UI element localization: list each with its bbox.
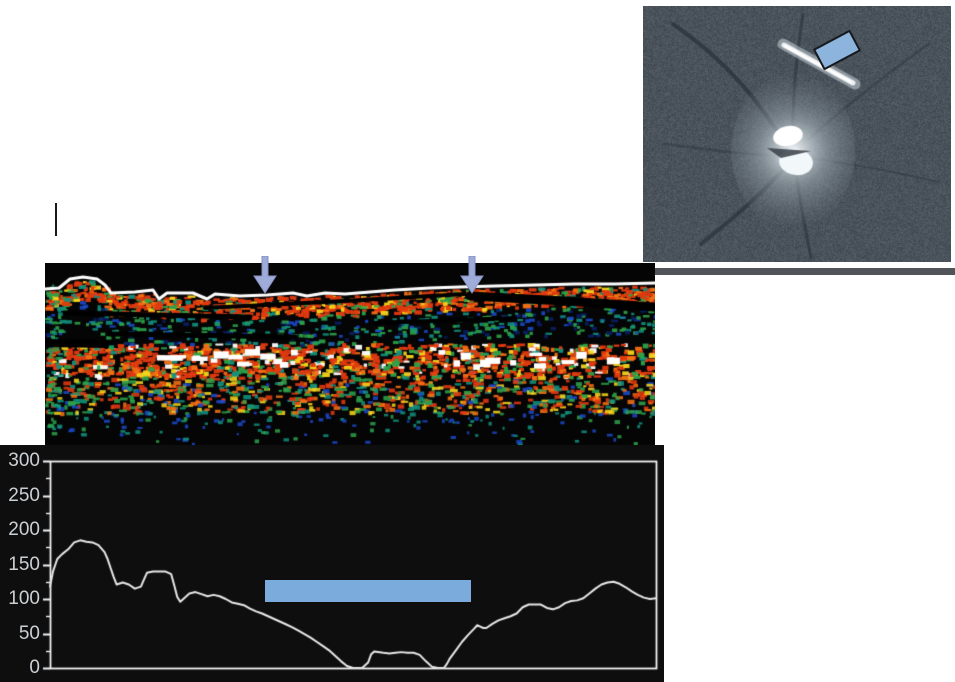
fundus-photo <box>643 6 951 262</box>
measurement-range-bar[interactable] <box>265 580 472 603</box>
down-arrow-icon <box>460 256 484 294</box>
y-axis-tick-label: 50 <box>18 622 40 644</box>
y-axis-tick-label: 250 <box>8 484 40 506</box>
y-axis-tick-label: 150 <box>8 553 40 575</box>
thickness-profile-plot: 300 250 200 150 100 50 0 <box>0 445 664 682</box>
thickness-plot-canvas <box>0 445 664 682</box>
y-axis-tick-label: 0 <box>29 657 40 678</box>
y-axis-tick-label: 200 <box>8 519 40 540</box>
down-arrow-icon <box>253 256 277 294</box>
y-axis-tick-label: 100 <box>8 588 40 609</box>
oct-bscan-canvas <box>45 263 655 445</box>
fundus-photo-canvas <box>643 6 951 262</box>
y-axis-tick-label: 300 <box>8 450 40 471</box>
vertical-tick-mark <box>55 203 57 236</box>
fundus-shadow-bar <box>654 268 955 275</box>
oct-bscan-image <box>45 263 655 445</box>
